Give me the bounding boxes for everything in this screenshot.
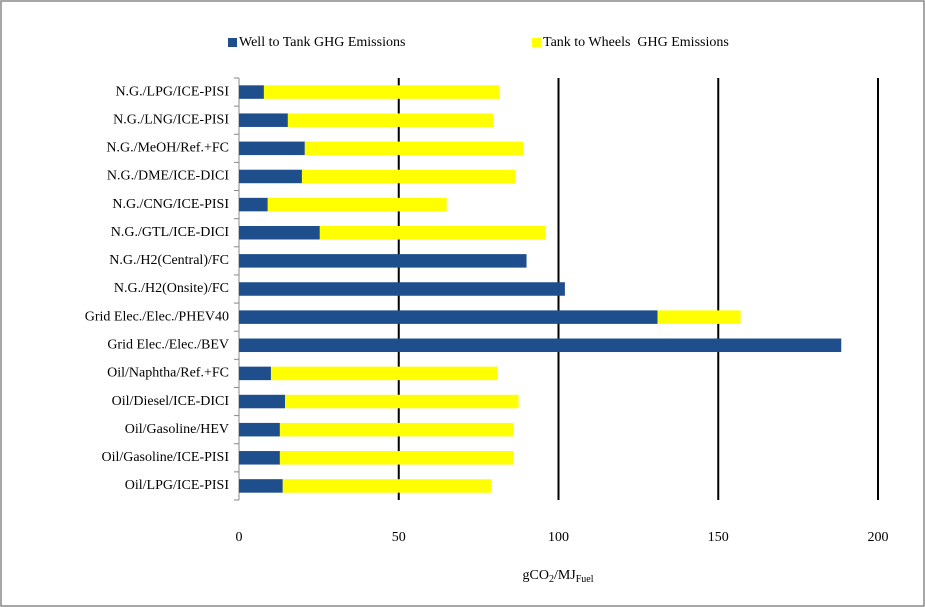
bar-segment bbox=[239, 254, 527, 268]
y-tick-label: Oil/Diesel/ICE-DICI bbox=[112, 394, 230, 409]
bar-segment bbox=[239, 338, 842, 353]
y-tick-label: N.G./GTL/ICE-DICI bbox=[111, 225, 230, 240]
x-tick-label: 100 bbox=[548, 530, 569, 545]
legend-swatch bbox=[532, 38, 541, 47]
bar-segment bbox=[319, 225, 546, 240]
y-tick-label: N.G./LNG/ICE-PISI bbox=[113, 112, 229, 127]
bar-segment bbox=[239, 141, 305, 156]
bar-segment bbox=[279, 422, 514, 437]
bar-segment bbox=[239, 85, 264, 99]
y-tick-label: Oil/Gasoline/HEV bbox=[125, 422, 229, 437]
bar-segment bbox=[239, 169, 302, 184]
x-tick-label: 150 bbox=[708, 530, 729, 545]
y-tick-label: Oil/Gasoline/ICE-PISI bbox=[101, 450, 229, 465]
y-tick-label: Grid Elec./Elec./BEV bbox=[107, 337, 229, 352]
y-tick-label: N.G./LPG/ICE-PISI bbox=[115, 84, 229, 99]
bar-segment bbox=[239, 310, 658, 324]
bar-segment bbox=[279, 451, 514, 465]
bar-segment bbox=[239, 394, 286, 409]
legend-label: Tank to Wheels GHG Emissions bbox=[543, 35, 729, 50]
y-tick-label: N.G./H2(Onsite)/FC bbox=[114, 281, 229, 296]
bar-segment bbox=[285, 394, 519, 409]
bar-segment bbox=[657, 310, 741, 324]
bar-segment bbox=[239, 225, 320, 240]
y-tick-label: Grid Elec./Elec./PHEV40 bbox=[85, 309, 229, 324]
bar-segment bbox=[287, 113, 494, 127]
legend-label: Well to Tank GHG Emissions bbox=[239, 35, 405, 50]
x-tick-label: 0 bbox=[236, 530, 243, 545]
y-tick-label: Oil/Naphtha/Ref.+FC bbox=[107, 366, 229, 381]
x-tick-label: 50 bbox=[392, 530, 406, 545]
x-axis-label: gCO2/MJFuel bbox=[522, 568, 593, 585]
bar-segment bbox=[239, 197, 268, 212]
y-tick-label: Oil/LPG/ICE-PISI bbox=[125, 478, 230, 493]
bar-segment bbox=[267, 197, 447, 212]
bar-segment bbox=[239, 113, 288, 127]
bar-segment bbox=[282, 479, 492, 493]
y-tick-label: N.G./H2(Central)/FC bbox=[109, 253, 229, 268]
bar-segment bbox=[304, 141, 524, 156]
bar-segment bbox=[239, 422, 280, 437]
bar-segment bbox=[301, 169, 516, 184]
y-tick-label: N.G./DME/ICE-DICI bbox=[107, 169, 229, 184]
bar-segment bbox=[263, 85, 500, 99]
legend-swatch bbox=[228, 38, 237, 47]
x-tick-label: 200 bbox=[868, 530, 889, 545]
y-tick-label: N.G./MeOH/Ref.+FC bbox=[106, 141, 229, 156]
bar-segment bbox=[239, 282, 565, 296]
y-tick-label: N.G./CNG/ICE-PISI bbox=[112, 197, 229, 212]
bar-segment bbox=[239, 451, 280, 465]
bar-segment bbox=[270, 366, 498, 381]
bar-segment bbox=[239, 366, 271, 381]
bar-segment bbox=[239, 479, 283, 493]
